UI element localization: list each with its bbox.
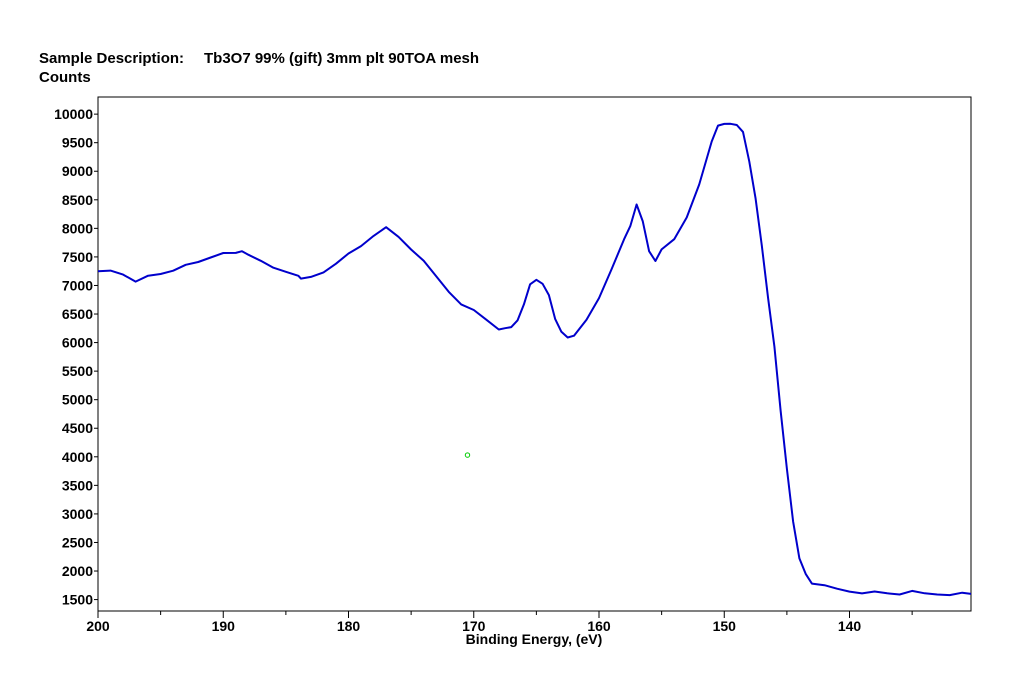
y-axis: 1500 2000 2500 3000 3500 4000 4500 5000 5500 6000… (54, 106, 98, 608)
y-tick-label: 7000 (62, 277, 93, 293)
x-axis-label: Binding Energy, (eV) (466, 631, 603, 647)
y-tick-label: 4000 (62, 449, 93, 465)
plot-area (97, 96, 972, 612)
y-tick-label: 10000 (54, 106, 93, 122)
y-tick-label: 6500 (62, 306, 93, 322)
y-tick-label: 4500 (62, 420, 93, 436)
spectrum-line (97, 122, 972, 597)
y-tick-label: 5000 (62, 392, 93, 408)
x-axis: 200 190 180 170 160 150 140 (86, 611, 913, 634)
x-tick-label: 160 (587, 618, 611, 634)
cursor-marker (464, 452, 471, 458)
y-tick-label: 6000 (62, 335, 93, 351)
y-tick-label: 2500 (62, 534, 93, 550)
x-tick-label: 200 (86, 618, 110, 634)
y-tick-label: 5500 (62, 363, 93, 379)
y-axis-label: Counts (39, 69, 91, 86)
sample-description-value: Tb3O7 99% (gift) 3mm plt 90TOA mesh (204, 50, 480, 67)
y-tick-label: 8000 (62, 220, 93, 236)
y-tick-label: 3000 (62, 506, 93, 522)
y-tick-label: 9500 (62, 135, 93, 151)
y-tick-label: 2000 (62, 563, 93, 579)
y-tick-label: 3500 (62, 477, 93, 493)
y-tick-label: 8500 (62, 192, 93, 208)
y-tick-label: 7500 (62, 249, 93, 265)
y-tick-label: 9000 (62, 163, 93, 179)
x-tick-label: 150 (713, 618, 737, 634)
sample-description-label: Sample Description: (39, 50, 185, 67)
x-tick-label: 180 (337, 618, 361, 634)
x-tick-label: 190 (212, 618, 236, 634)
y-tick-label: 1500 (62, 592, 93, 608)
x-tick-label: 140 (838, 618, 862, 634)
x-tick-label: 170 (462, 618, 486, 634)
